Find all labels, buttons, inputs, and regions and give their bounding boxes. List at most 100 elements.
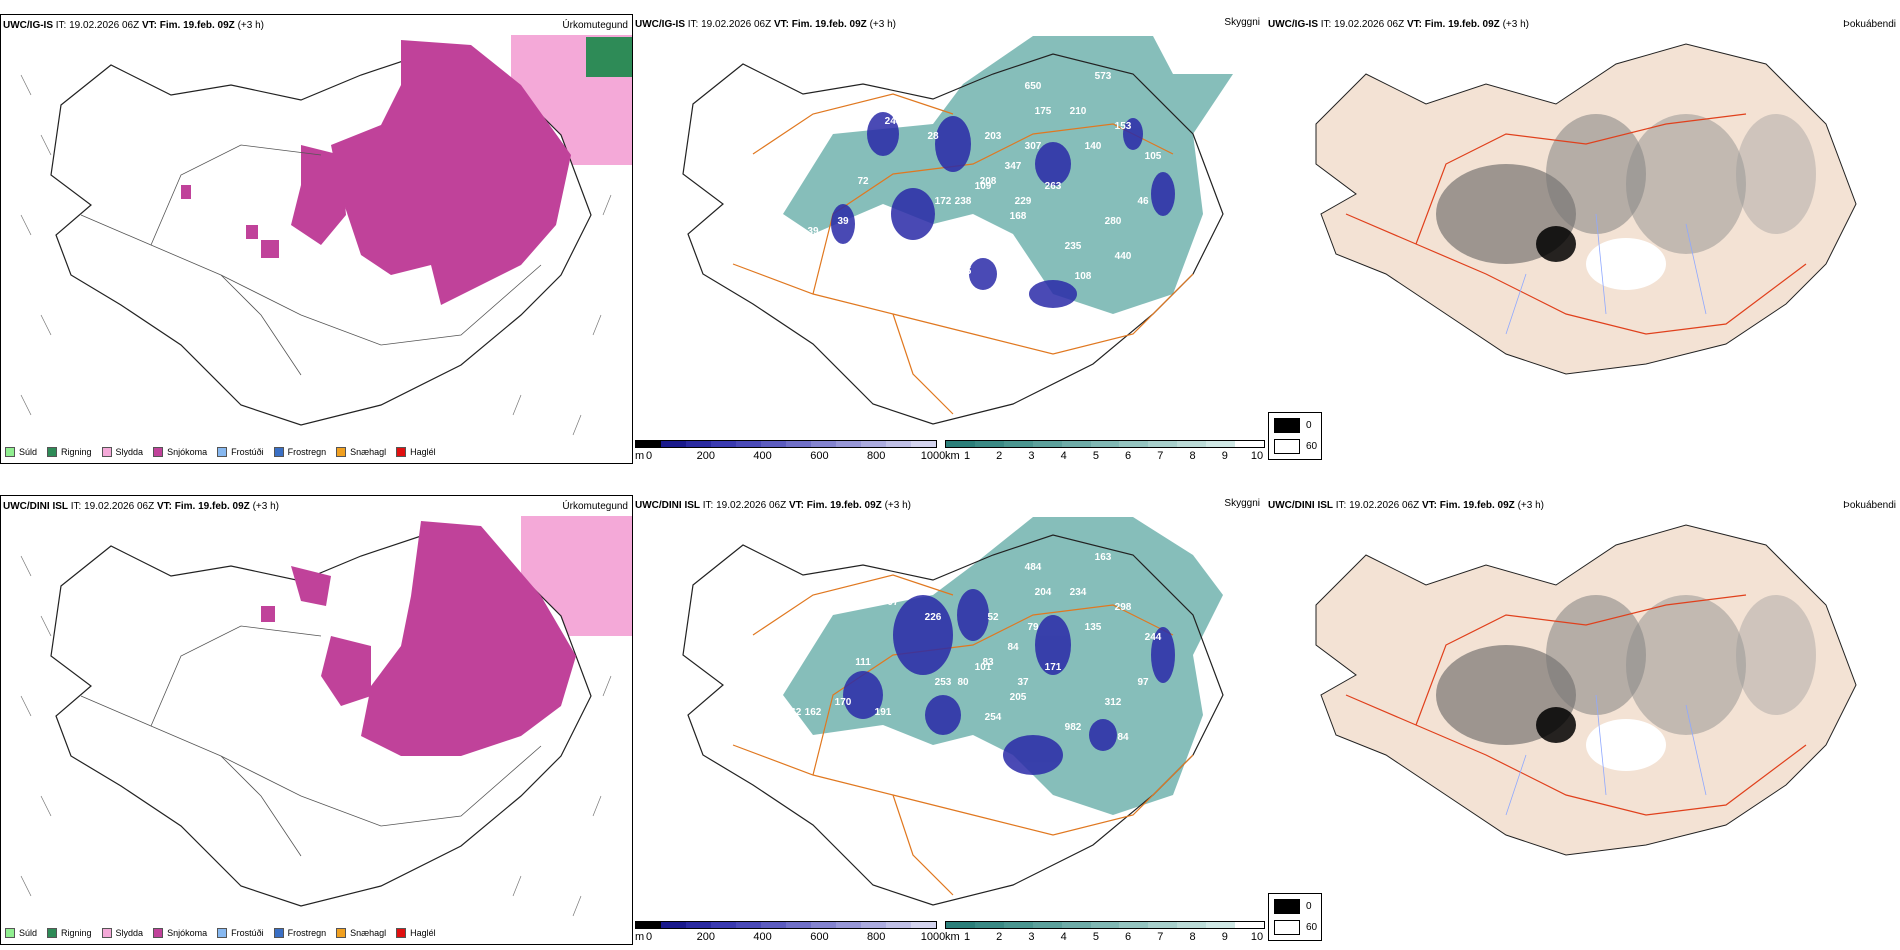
colorbar-cells (945, 921, 1265, 929)
panel-title: Þokuábendi (1843, 500, 1896, 511)
cloudbase-value-label: 68 (787, 226, 799, 237)
cloudbase-value-label: 168 (1010, 211, 1027, 222)
it-value: 19.02.2026 06Z (84, 501, 155, 512)
colorbar-cell (711, 922, 736, 928)
colorbar-cell (886, 441, 911, 447)
light-swatch (1274, 439, 1300, 454)
precip-map (20, 516, 632, 917)
cloudbase-value-label: 83 (982, 657, 994, 668)
cloudbase-value-label: 212 (985, 231, 1002, 242)
legend-label: Frostúði (231, 928, 264, 938)
colorbar-tick: 3 (1028, 450, 1035, 462)
colorbar-tick: 3 (1028, 931, 1035, 943)
colorbar-cell (786, 441, 811, 447)
colorbar-cell (1061, 922, 1091, 928)
legend-swatch (47, 928, 58, 938)
vt-value: Fim. 19.feb. 09Z (1424, 19, 1500, 30)
colorbar-cell (1235, 922, 1264, 928)
cloudbase-value-label: 573 (1095, 71, 1112, 82)
it-label: IT: (1335, 500, 1347, 511)
colorbar-tick: 8 (1189, 931, 1196, 943)
colorbar-cell (661, 922, 686, 928)
fog-shading (1436, 114, 1816, 290)
vt-value: Fim. 19.feb. 09Z (1439, 500, 1515, 511)
snow-area (321, 636, 371, 706)
vt-value: Fim. 19.feb. 09Z (174, 501, 250, 512)
legend-swatch (336, 447, 347, 457)
legend-label: Snæhagl (350, 447, 387, 457)
snow-area (331, 40, 571, 305)
road-network (80, 144, 542, 376)
fog-panel-top: UWC/IG-IS IT: 19.02.2026 06Z VT: Fim. 19… (1266, 14, 1900, 394)
panel-title: Úrkomutegund (562, 501, 628, 512)
colorbar-cell (661, 441, 686, 447)
model-name: UWC/DINI ISL (3, 501, 68, 512)
colorbar-tick: 1000 (920, 450, 946, 462)
cloudbase-value-label: 253 (935, 677, 952, 688)
legend-item: Snæhagl (336, 447, 386, 457)
colorbar-tick: 1 (963, 931, 971, 943)
cloudbase-value-label: 205 (1010, 692, 1027, 703)
colorbar-cell (1235, 441, 1264, 447)
vt-value: Fim. 19.feb. 09Z (806, 500, 882, 511)
precip-legend: Súld Rigning Slydda Snjókoma Frostúði Frostre… (5, 928, 436, 938)
roads (1345, 113, 1807, 335)
cloudbase-value-label: 111 (855, 657, 871, 668)
cloudbase-value-label: 662 (785, 707, 802, 718)
colorbar-cell (761, 922, 786, 928)
colorbar-cell (711, 441, 736, 447)
legend-label: Frostregn (287, 928, 327, 938)
legend-item: Frostúði (217, 447, 264, 457)
lead-time: (+3 h) (884, 500, 911, 511)
colorbar-cell (861, 441, 886, 447)
visibility-colorbar: km 1 2 3 4 5 6 7 8 9 10 (945, 440, 1265, 462)
cloudbase-value-label: 155 (955, 266, 972, 277)
cloudbase-value-label: 104 (925, 246, 942, 257)
fog-map (1315, 524, 1857, 856)
colorbar-cell (1177, 441, 1207, 447)
fog-legend: 0 60 (1268, 412, 1322, 460)
colorbar-cell (1003, 922, 1033, 928)
colorbar-cell (1177, 922, 1207, 928)
cloudbase-value-label: 84 (1117, 732, 1129, 743)
colorbar-tick: 6 (1125, 450, 1132, 462)
cloudbase-value-label: 235 (1065, 241, 1082, 252)
panel-header: UWC/DINI ISL IT: 19.02.2026 06Z VT: Fim.… (3, 501, 279, 512)
snow-area (291, 145, 346, 245)
roads (1345, 594, 1807, 816)
precip-legend: Súld Rigning Slydda Snjókoma Frostúði Frostre… (5, 447, 436, 457)
colorbar-tick: 2 (996, 450, 1003, 462)
cloudbase-colorbar: m 0 200 400 600 800 1000 (635, 440, 945, 462)
cloudbase-value-label: 226 (925, 612, 942, 623)
cloudbase-value-label: 210 (1070, 106, 1087, 117)
lead-time: (+3 h) (237, 20, 264, 31)
cloudbase-value-label: 54 (917, 261, 929, 272)
cloudbase-value-label: 202 (1000, 271, 1017, 282)
legend-swatch (101, 928, 112, 938)
fog-shading (1436, 595, 1816, 771)
colorbar-tick: 2 (996, 931, 1003, 943)
legend-swatch (273, 447, 284, 457)
colorbar-cell (1090, 922, 1120, 928)
colorbar-tick: 600 (810, 931, 829, 943)
snow-area (261, 606, 275, 622)
cloudbase-value-label: 135 (1085, 622, 1102, 633)
legend-swatch (217, 928, 228, 938)
colorbar-cell (736, 441, 761, 447)
legend-item: Rigning (47, 928, 92, 938)
legend-label: Frostúði (231, 447, 264, 457)
model-name: UWC/IG-IS (1268, 19, 1318, 30)
panel-title: Skyggni (1224, 17, 1260, 28)
cloudbase-value-label: 650 (1025, 81, 1042, 92)
light-label: 60 (1306, 922, 1318, 933)
legend-swatch (153, 928, 164, 938)
cloudbase-value-label: 97 (887, 597, 899, 608)
colorbar-cell (811, 441, 836, 447)
colorbar-cell (1003, 441, 1033, 447)
cloudbase-value-label: 153 (1115, 121, 1132, 132)
it-label: IT: (55, 20, 67, 31)
legend-label: Snjókoma (167, 928, 208, 938)
precip-map (20, 35, 632, 436)
panel-header: UWC/DINI ISL IT: 19.02.2026 06Z VT: Fim.… (635, 500, 911, 511)
legend-label: Haglél (410, 447, 436, 457)
